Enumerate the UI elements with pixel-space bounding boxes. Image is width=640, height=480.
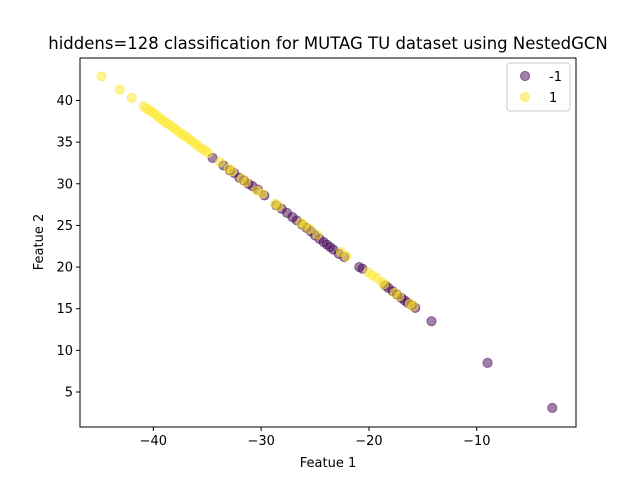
x-tick-label-0: −40 — [140, 434, 167, 449]
scatter-point-series-1-0 — [96, 71, 107, 82]
x-tick-label-2: −20 — [355, 434, 382, 449]
scatter-point-series-1-38 — [341, 251, 352, 262]
y-tick-label-7: 40 — [56, 94, 73, 109]
scatter-point-series-1-35 — [304, 223, 315, 234]
chart-title: hiddens=128 classification for MUTAG TU … — [48, 34, 607, 53]
scatter-point-series-0-38 — [482, 357, 493, 368]
scatter-point-series-1-23 — [203, 147, 214, 159]
scatter-point-series-1-1 — [114, 84, 126, 95]
y-tick-label-0: 5 — [65, 386, 73, 401]
y-axis-label: Featue 2 — [32, 214, 47, 270]
scatter-point-series-1-28 — [240, 177, 252, 188]
scatter-point-series-1-32 — [273, 201, 284, 212]
scatter-point-series-1-24 — [215, 157, 226, 168]
y-tick-label-5: 30 — [56, 177, 73, 192]
scatter-point-series-1-26 — [226, 166, 238, 177]
x-tick-label-3: −10 — [463, 434, 490, 449]
y-tick-label-2: 15 — [56, 302, 73, 317]
y-axis: 5 10 15 20 25 30 35 40 — [56, 94, 80, 401]
legend-marker-series-neg1 — [519, 70, 531, 82]
legend-marker-series-1 — [519, 91, 531, 103]
y-tick-label-6: 35 — [56, 136, 73, 151]
scatter-point-series-1-36 — [312, 229, 323, 240]
scatter-point-series-1-2 — [126, 92, 137, 104]
x-axis: −40 −30 −20 −10 — [140, 427, 491, 449]
scatter-point-series-0-37 — [426, 316, 437, 327]
scatter-point-series-1-47 — [408, 301, 419, 312]
legend-label-series-1: 1 — [549, 91, 557, 106]
x-tick-label-1: −30 — [247, 434, 274, 449]
legend-label-series-neg1: -1 — [549, 70, 562, 85]
x-axis-label: Featue 1 — [300, 456, 356, 471]
plot-frame — [79, 57, 577, 428]
scatter-point-series-1-30 — [257, 188, 268, 199]
y-tick-label-3: 20 — [56, 261, 73, 276]
scatter-point-series-0-39 — [547, 402, 558, 413]
scatter-marks — [96, 71, 558, 413]
scatter-point-series-1-45 — [394, 291, 405, 302]
y-tick-label-4: 25 — [56, 219, 73, 234]
legend: -1 1 — [506, 62, 571, 112]
scatter-point-series-1-43 — [378, 279, 390, 290]
y-tick-label-1: 10 — [56, 344, 73, 359]
